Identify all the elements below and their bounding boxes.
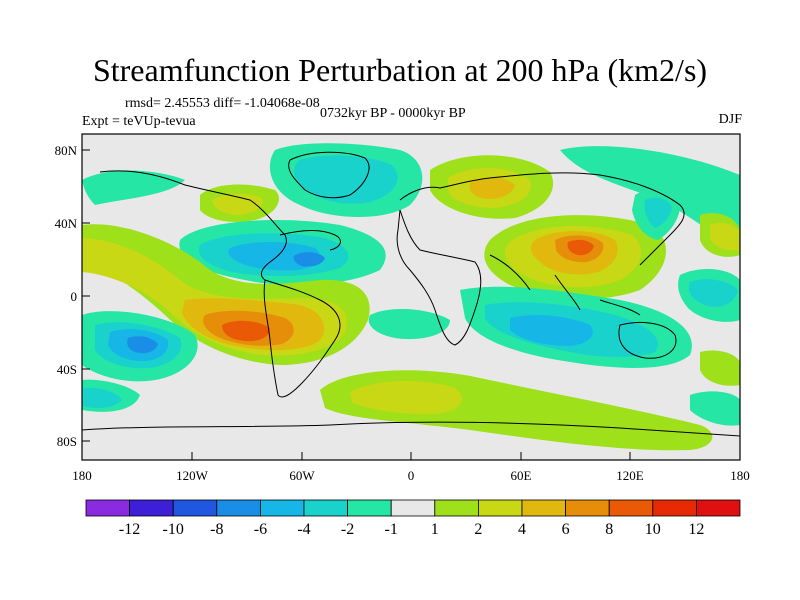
colorbar-swatch xyxy=(172,499,218,517)
lon-tick-120w: 120W xyxy=(176,468,209,483)
lat-tick-0: 0 xyxy=(71,289,78,304)
colorbar-label: -6 xyxy=(254,521,267,538)
colorbar-swatch xyxy=(565,499,610,517)
colorbar-swatch xyxy=(434,499,479,517)
colorbar-label: 12 xyxy=(688,521,704,538)
colorbar-swatch xyxy=(652,499,697,517)
tick-marks xyxy=(81,149,741,460)
colorbar-label: -2 xyxy=(341,521,354,538)
colorbar-label: -4 xyxy=(297,521,310,538)
lat-tick-labels: 80N 40N 0 40S 80S xyxy=(55,143,78,449)
lat-tick-40s: 40S xyxy=(57,362,77,377)
coastlines xyxy=(82,151,740,437)
lon-tick-180e: 180 xyxy=(730,468,750,483)
colorbar-swatch xyxy=(259,499,305,517)
colorbar-labels: -12 -10 -8 -6 -4 -2 -1 1 2 4 6 8 10 12 xyxy=(119,521,704,538)
colorbar-swatch xyxy=(390,499,436,517)
colorbar-label: 1 xyxy=(431,521,439,538)
lat-tick-80s: 80S xyxy=(57,434,77,449)
colorbar-swatch xyxy=(521,499,566,517)
map-title: Streamfunction Perturbation at 200 hPa (… xyxy=(92,52,708,88)
stats-label: rmsd= 2.45553 diff= -1.04068e-08 xyxy=(125,96,320,111)
colorbar-swatch xyxy=(129,499,174,517)
lon-tick-60e: 60E xyxy=(511,468,532,483)
colorbar-swatch xyxy=(696,499,741,517)
lon-tick-180w: 180 xyxy=(72,468,92,483)
colorbar-label: 4 xyxy=(518,521,526,538)
lat-tick-80n: 80N xyxy=(55,143,78,158)
colorbar-label: -12 xyxy=(119,521,140,538)
lon-tick-120e: 120E xyxy=(616,468,644,483)
colorbar-swatch xyxy=(303,499,348,517)
colorbar-swatch xyxy=(216,499,261,517)
colorbar xyxy=(85,499,741,517)
season-label: DJF xyxy=(718,112,742,127)
experiment-label: Expt = teVUp-tevua xyxy=(82,114,196,129)
colorbar-label: -10 xyxy=(163,521,184,538)
colorbar-label: -8 xyxy=(210,521,223,538)
colorbar-label: 10 xyxy=(645,521,661,538)
colorbar-label: 8 xyxy=(605,521,613,538)
colorbar-label: 2 xyxy=(474,521,482,538)
lat-tick-40n: 40N xyxy=(55,216,78,231)
period-label: 0732kyr BP - 0000kyr BP xyxy=(320,106,466,121)
colorbar-swatch xyxy=(608,499,654,517)
colorbar-swatch xyxy=(85,499,130,517)
colorbar-label: -1 xyxy=(385,521,398,538)
lon-tick-60w: 60W xyxy=(289,468,315,483)
lon-tick-0: 0 xyxy=(408,468,415,483)
contour-field xyxy=(82,143,740,451)
colorbar-swatch xyxy=(477,499,523,517)
lon-tick-labels: 180 120W 60W 0 60E 120E 180 xyxy=(72,468,750,483)
colorbar-swatch xyxy=(347,499,392,517)
colorbar-label: 6 xyxy=(562,521,570,538)
